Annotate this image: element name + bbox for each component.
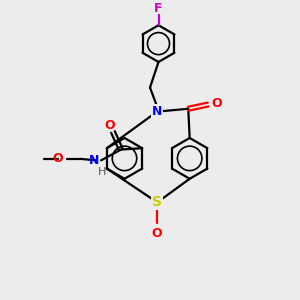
Text: O: O [53,152,63,165]
Text: S: S [152,195,162,209]
Text: N: N [88,154,99,167]
Text: O: O [212,98,222,110]
Text: F: F [154,2,163,15]
Text: O: O [104,119,115,132]
Text: O: O [152,227,162,240]
Text: H: H [98,167,106,177]
Text: N: N [152,105,162,118]
